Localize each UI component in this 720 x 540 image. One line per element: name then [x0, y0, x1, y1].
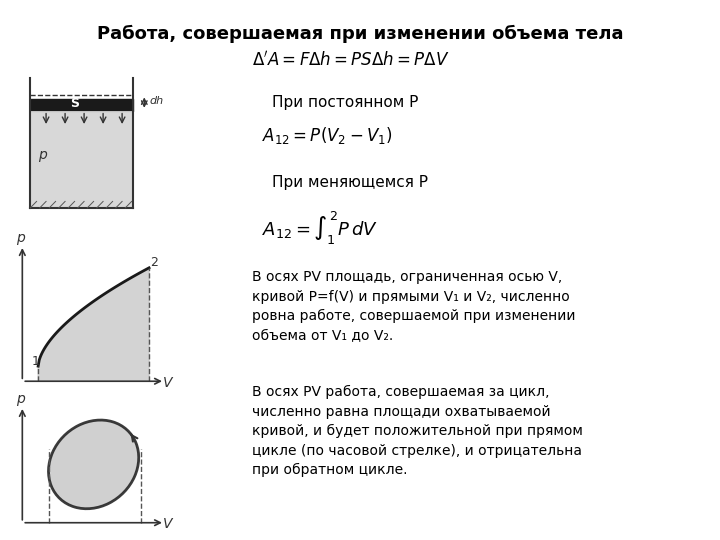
Text: p: p: [16, 393, 24, 407]
Text: При меняющемся P: При меняющемся P: [272, 175, 428, 190]
Text: V: V: [163, 376, 173, 390]
Text: S: S: [70, 97, 78, 111]
Text: В осях PV площадь, ограниченная осью V,
кривой P=f(V) и прямыми V₁ и V₂, численн: В осях PV площадь, ограниченная осью V, …: [252, 270, 575, 343]
Text: p: p: [16, 231, 24, 245]
Text: dh: dh: [149, 96, 163, 106]
Text: V: V: [163, 517, 173, 531]
Text: В осях PV работа, совершаемая за цикл,
численно равна площади охватываемой
криво: В осях PV работа, совершаемая за цикл, ч…: [252, 385, 583, 477]
Text: При постоянном P: При постоянном P: [272, 95, 418, 110]
Text: Работа, совершаемая при изменении объема тела: Работа, совершаемая при изменении объема…: [96, 25, 624, 43]
Ellipse shape: [48, 420, 139, 509]
Polygon shape: [38, 268, 149, 381]
Text: p: p: [38, 148, 47, 163]
Text: $A_{12} = P(V_2 - V_1)$: $A_{12} = P(V_2 - V_1)$: [262, 125, 392, 146]
Text: $A_{12} = \int_1^2 P\,dV$: $A_{12} = \int_1^2 P\,dV$: [262, 210, 378, 247]
Text: 1: 1: [32, 355, 40, 368]
Text: 2: 2: [150, 256, 158, 269]
Bar: [30, 111, 133, 208]
Text: $\Delta'A = F\Delta h = PS\Delta h = P\Delta V$: $\Delta'A = F\Delta h = PS\Delta h = P\D…: [252, 50, 449, 69]
